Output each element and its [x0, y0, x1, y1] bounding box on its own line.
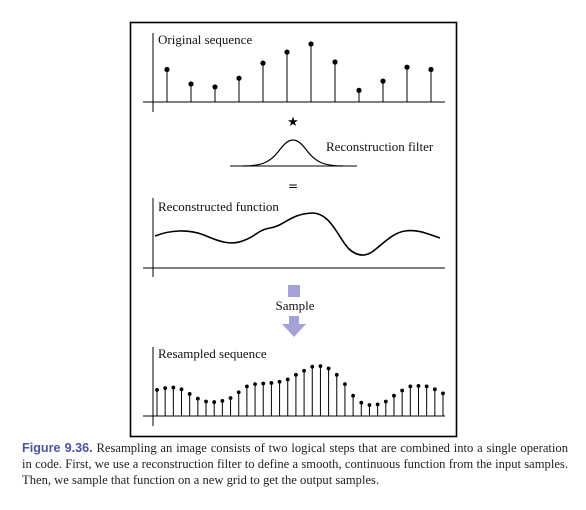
- resampled-sample-point: [432, 387, 437, 392]
- resampled-sample-point: [253, 382, 257, 386]
- resampled-sample-point: [383, 399, 388, 404]
- figure-caption: Figure 9.36. Resampling an image consist…: [22, 440, 568, 488]
- resampled-sample-point: [277, 379, 282, 384]
- original-sample-point: [356, 87, 362, 93]
- resampled-sequence-panel: Resampled sequence: [143, 346, 445, 426]
- original-sample-point: [284, 49, 290, 55]
- resampled-sample-point: [400, 388, 405, 393]
- sample-arrow-shaft: [289, 316, 299, 324]
- original-sample-point: [164, 66, 170, 73]
- resampled-sample-point: [195, 396, 200, 401]
- resampled-sample-point: [424, 384, 429, 389]
- original-sample-point: [428, 66, 434, 73]
- resampled-sample-point: [367, 403, 372, 407]
- resampled-sample-point: [294, 372, 298, 377]
- resampled-sample-point: [228, 396, 233, 400]
- resampled-sample-point: [236, 390, 241, 395]
- resampled-sample-point: [310, 364, 315, 369]
- original-sequence-label: Original sequence: [158, 32, 252, 47]
- original-sample-point: [212, 84, 218, 90]
- resampled-sample-point: [220, 399, 225, 403]
- resampled-sample-point: [351, 393, 356, 398]
- resampled-sample-point: [261, 381, 266, 386]
- resampled-sample-point: [375, 402, 380, 407]
- resampled-sample-point: [212, 400, 217, 404]
- equals-operator: =: [288, 179, 298, 193]
- filter-kernel-curve: [242, 139, 344, 167]
- original-sample-point: [380, 78, 386, 84]
- original-sample-point: [404, 64, 410, 70]
- resampled-sample-point: [441, 391, 445, 396]
- reconstructed-curve: [154, 212, 441, 256]
- resampled-sample-point: [155, 388, 159, 392]
- sample-arrow-head: [282, 324, 306, 337]
- resampled-sample-point: [343, 382, 347, 386]
- resampled-sample-point: [171, 385, 176, 390]
- resampled-sample-point: [318, 364, 323, 369]
- resampled-sequence-label: Resampled sequence: [158, 346, 267, 361]
- resampled-sample-point: [285, 377, 290, 382]
- resampled-sample-point: [163, 386, 168, 391]
- figure-frame: [129, 21, 458, 438]
- resampled-sample-point: [416, 383, 421, 388]
- resampled-sample-point: [326, 366, 331, 371]
- reconstruction-filter-panel: Reconstruction filter: [230, 139, 434, 167]
- original-sample-point: [332, 59, 338, 65]
- resampled-sample-point: [269, 381, 274, 385]
- original-sample-stems: [164, 41, 434, 102]
- reconstructed-function-label: Reconstructed function: [158, 199, 279, 214]
- resampled-sample-point: [244, 384, 249, 389]
- original-sequence-panel: Original sequence: [143, 32, 445, 112]
- resampling-figure: Original sequence ★ Reconstruction filte…: [129, 21, 458, 438]
- sample-arrow-top: [288, 285, 300, 297]
- original-sample-point: [236, 75, 242, 81]
- resampled-sample-point: [392, 393, 396, 398]
- sample-step-label: Sample: [276, 298, 315, 313]
- resampled-sample-point: [179, 387, 184, 392]
- resampled-sample-stems: [155, 364, 445, 416]
- resampled-sample-point: [408, 384, 413, 389]
- original-sample-point: [188, 81, 194, 87]
- resampled-sample-point: [359, 400, 364, 405]
- caption-text: Resampling an image consists of two logi…: [22, 441, 568, 487]
- original-sample-point: [260, 60, 266, 66]
- convolution-operator: ★: [287, 115, 299, 130]
- reconstructed-function-panel: Reconstructed function: [143, 198, 445, 277]
- resampled-sample-point: [334, 372, 339, 377]
- reconstruction-filter-label: Reconstruction filter: [326, 139, 434, 154]
- sample-step: Sample: [276, 285, 315, 337]
- caption-figure-label: Figure 9.36.: [22, 441, 93, 455]
- resampled-sample-point: [302, 368, 306, 373]
- resampled-sample-point: [187, 392, 192, 396]
- original-sample-point: [308, 41, 314, 47]
- resampled-sample-point: [204, 399, 208, 404]
